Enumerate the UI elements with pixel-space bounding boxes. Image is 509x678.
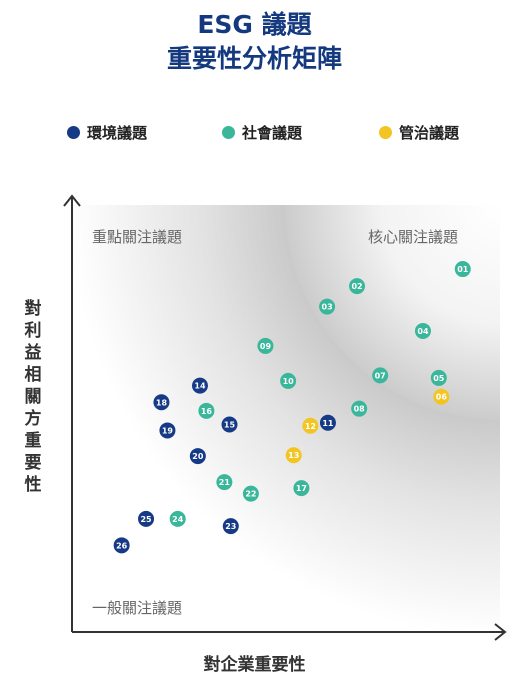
issue-point-11: 11 bbox=[319, 414, 336, 431]
issue-marker-24 bbox=[169, 510, 186, 527]
issue-point-22: 22 bbox=[242, 485, 259, 502]
issue-number-04: 04 bbox=[417, 327, 429, 336]
y-axis-arrow bbox=[63, 194, 81, 207]
x-axis-label: 對企業重要性 bbox=[203, 655, 306, 675]
issue-point-08: 08 bbox=[351, 400, 368, 417]
issue-number-06: 06 bbox=[436, 393, 448, 402]
issue-number-21: 21 bbox=[219, 478, 231, 487]
issue-point-23: 23 bbox=[222, 518, 239, 535]
issue-marker-19 bbox=[159, 422, 176, 439]
issue-marker-21 bbox=[216, 474, 233, 491]
issue-marker-03 bbox=[319, 298, 336, 315]
issue-number-03: 03 bbox=[322, 303, 333, 312]
issue-marker-09 bbox=[257, 337, 274, 354]
issue-marker-12 bbox=[302, 417, 319, 434]
issue-marker-22 bbox=[242, 485, 259, 502]
issue-marker-11 bbox=[319, 414, 336, 431]
chart-title-line-2: 重要性分析矩陣 bbox=[166, 44, 342, 73]
issue-number-18: 18 bbox=[156, 398, 168, 407]
issue-point-13: 13 bbox=[285, 447, 302, 464]
issue-number-05: 05 bbox=[433, 374, 445, 383]
zone-label-general: 一般關注議題 bbox=[92, 599, 183, 617]
issue-point-09: 09 bbox=[257, 337, 274, 354]
legend-dot-governance bbox=[379, 126, 392, 139]
issue-marker-17 bbox=[293, 480, 310, 497]
issue-marker-20 bbox=[189, 448, 206, 465]
issue-marker-25 bbox=[138, 510, 155, 527]
issue-point-16: 16 bbox=[198, 402, 215, 419]
issue-point-03: 03 bbox=[319, 298, 336, 315]
issue-point-14: 14 bbox=[191, 377, 208, 394]
issue-point-25: 25 bbox=[138, 510, 155, 527]
issue-number-13: 13 bbox=[288, 451, 299, 460]
issue-marker-18 bbox=[153, 394, 170, 411]
issue-point-26: 26 bbox=[113, 537, 130, 554]
issue-point-04: 04 bbox=[414, 322, 431, 339]
issue-point-24: 24 bbox=[169, 510, 186, 527]
zone-label-focus: 重點關注議題 bbox=[92, 228, 183, 246]
x-axis-arrow bbox=[494, 623, 507, 641]
legend-label-governance: 管治議題 bbox=[399, 124, 460, 142]
issue-number-20: 20 bbox=[192, 452, 204, 461]
legend-item-governance: 管治議題 bbox=[379, 122, 459, 143]
issue-marker-14 bbox=[191, 377, 208, 394]
issue-marker-05 bbox=[430, 369, 447, 386]
issue-number-07: 07 bbox=[375, 371, 386, 380]
issue-point-10: 10 bbox=[280, 372, 297, 389]
issue-marker-07 bbox=[372, 367, 389, 384]
issue-number-09: 09 bbox=[260, 342, 272, 351]
issue-point-05: 05 bbox=[430, 369, 447, 386]
issue-marker-15 bbox=[221, 416, 238, 433]
issue-number-01: 01 bbox=[457, 265, 469, 274]
zone-label-core: 核心關注議題 bbox=[368, 228, 459, 246]
issue-number-16: 16 bbox=[201, 407, 213, 416]
issue-marker-10 bbox=[280, 372, 297, 389]
issue-marker-26 bbox=[113, 537, 130, 554]
issue-number-26: 26 bbox=[116, 541, 128, 550]
issue-marker-08 bbox=[351, 400, 368, 417]
issue-number-24: 24 bbox=[172, 515, 184, 524]
issue-marker-02 bbox=[349, 278, 366, 295]
legend-label-social: 社會議題 bbox=[242, 124, 303, 142]
core-zone bbox=[285, 205, 500, 420]
issue-point-02: 02 bbox=[349, 278, 366, 295]
issue-number-10: 10 bbox=[283, 377, 295, 386]
issue-number-15: 15 bbox=[224, 420, 236, 429]
issue-number-12: 12 bbox=[305, 422, 316, 431]
issue-marker-06 bbox=[433, 388, 450, 405]
issue-number-22: 22 bbox=[245, 490, 256, 499]
y-axis-label: 對利益相關方重要性 bbox=[24, 299, 42, 495]
legend-label-environment: 環境議題 bbox=[87, 124, 148, 142]
issue-number-14: 14 bbox=[194, 382, 206, 391]
issue-marker-01 bbox=[454, 261, 471, 278]
issue-point-12: 12 bbox=[302, 417, 319, 434]
issue-marker-13 bbox=[285, 447, 302, 464]
issue-point-06: 06 bbox=[433, 388, 450, 405]
issue-marker-16 bbox=[198, 402, 215, 419]
issue-number-11: 11 bbox=[322, 419, 334, 428]
issue-number-19: 19 bbox=[162, 426, 174, 435]
chart-title-line-1: ESG 議題 bbox=[197, 10, 312, 39]
issue-number-25: 25 bbox=[140, 515, 152, 524]
issue-marker-04 bbox=[414, 322, 431, 339]
legend-item-social: 社會議題 bbox=[222, 122, 302, 143]
issue-point-21: 21 bbox=[216, 474, 233, 491]
issue-number-02: 02 bbox=[351, 282, 362, 291]
issue-point-19: 19 bbox=[159, 422, 176, 439]
issue-number-23: 23 bbox=[225, 522, 236, 531]
issue-point-15: 15 bbox=[221, 416, 238, 433]
issue-point-07: 07 bbox=[372, 367, 389, 384]
issue-point-20: 20 bbox=[189, 448, 206, 465]
legend-item-environment: 環境議題 bbox=[67, 122, 147, 143]
issue-point-18: 18 bbox=[153, 394, 170, 411]
legend: 環境議題 社會議題 管治議題 bbox=[0, 122, 509, 144]
issue-number-08: 08 bbox=[354, 405, 366, 414]
legend-dot-environment bbox=[67, 126, 80, 139]
issue-marker-23 bbox=[222, 518, 239, 535]
issue-point-01: 01 bbox=[454, 261, 471, 278]
issue-number-17: 17 bbox=[296, 484, 307, 493]
issue-point-17: 17 bbox=[293, 480, 310, 497]
legend-dot-social bbox=[222, 126, 235, 139]
